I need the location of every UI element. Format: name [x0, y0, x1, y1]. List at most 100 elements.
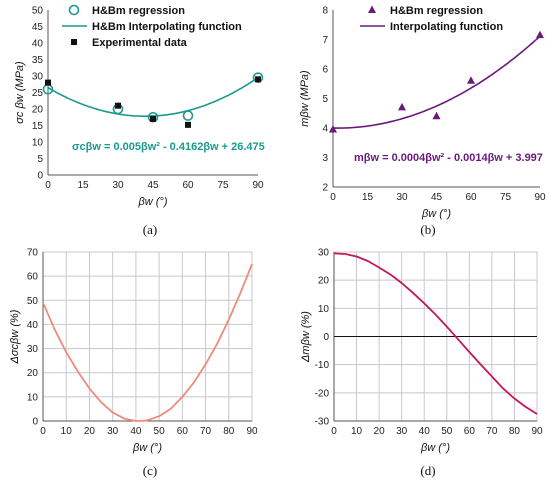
- x-tick-label: 10: [61, 426, 73, 437]
- y-tick-label: -30: [315, 417, 330, 428]
- legend-entry: H&Bm regression: [390, 5, 483, 17]
- series-line: [42, 263, 253, 422]
- x-tick-label: 50: [441, 426, 453, 437]
- x-tick-label: 80: [223, 426, 235, 437]
- x-tick-label: 80: [509, 426, 521, 437]
- y-tick-label: 8: [322, 6, 328, 17]
- data-point: [45, 79, 51, 86]
- x-tick-label: 30: [107, 426, 119, 437]
- y-tick-label: 2: [322, 183, 328, 194]
- x-tick-label: 10: [351, 426, 363, 437]
- y-tick-label: 5: [37, 154, 43, 165]
- x-axis-title: βw (°): [137, 196, 167, 208]
- x-tick-label: 90: [531, 426, 543, 437]
- series-line: [333, 252, 538, 415]
- y-tick-label: 50: [27, 296, 39, 307]
- y-tick-label: 10: [32, 138, 44, 149]
- x-tick-label: 30: [112, 180, 124, 191]
- panel-label: (b): [420, 222, 435, 237]
- legend-entry: H&Bm regression: [92, 5, 185, 17]
- data-point: [536, 30, 544, 39]
- y-tick-label: 3: [322, 153, 328, 164]
- y-tick-label: 20: [32, 105, 44, 116]
- data-point: [150, 115, 156, 122]
- data-point: [398, 102, 406, 111]
- y-axis-title: mβw (MPa): [299, 70, 311, 127]
- x-tick-label: 20: [84, 426, 96, 437]
- y-tick-label: 30: [32, 72, 44, 83]
- y-tick-label: 30: [27, 344, 39, 355]
- x-tick-label: 0: [331, 426, 337, 437]
- y-tick-label: 4: [322, 124, 328, 135]
- data-point: [255, 76, 261, 83]
- data-point: [42, 83, 54, 95]
- y-tick-label: 40: [27, 320, 39, 331]
- data-point: [467, 76, 475, 84]
- x-tick-label: 60: [182, 180, 194, 191]
- x-tick-label: 30: [396, 426, 408, 437]
- x-axis-title: βw (°): [420, 442, 450, 454]
- x-axis-title: βw (°): [132, 442, 162, 454]
- y-tick-label: -10: [315, 360, 330, 371]
- x-tick-label: 90: [252, 180, 264, 191]
- y-tick-label: 6: [322, 65, 328, 76]
- panel-label: (d): [420, 463, 435, 478]
- legend-entry: Experimental data: [92, 37, 188, 49]
- x-tick-label: 0: [330, 192, 336, 203]
- legend-marker: [368, 5, 376, 13]
- legend-entry: Interpolating function: [390, 21, 503, 33]
- x-tick-label: 90: [246, 426, 258, 437]
- equation-label: mβw = 0.0004βw² - 0.0014βw + 3.997: [354, 152, 543, 164]
- x-tick-label: 60: [465, 192, 477, 203]
- legend-marker: [68, 4, 80, 16]
- y-tick-label: 0: [32, 417, 38, 428]
- fit-curve: [333, 35, 541, 129]
- y-tick-label: 50: [32, 6, 44, 17]
- y-tick-label: 45: [32, 22, 44, 33]
- x-axis-title: βw (°): [421, 208, 451, 220]
- x-tick-label: 20: [374, 426, 386, 437]
- x-tick-label: 90: [534, 192, 546, 203]
- y-tick-label: 20: [318, 276, 330, 287]
- x-tick-label: 40: [130, 426, 142, 437]
- data-point: [432, 111, 441, 120]
- legend-marker: [71, 39, 77, 45]
- y-tick-label: 40: [32, 39, 44, 50]
- x-tick-label: 30: [396, 192, 408, 203]
- x-tick-label: 75: [500, 192, 512, 203]
- x-tick-label: 45: [147, 180, 159, 191]
- x-tick-label: 60: [177, 426, 189, 437]
- y-tick-label: 35: [32, 55, 44, 66]
- fit-curve: [47, 76, 259, 117]
- data-point: [115, 102, 121, 109]
- data-point: [329, 124, 337, 133]
- y-axis-title: σc βw (MPa): [14, 61, 26, 124]
- y-tick-label: 10: [27, 392, 39, 403]
- y-tick-label: 70: [27, 248, 39, 259]
- x-tick-label: 0: [40, 426, 46, 437]
- chart-d: 0 10 20 30 40 50 60 70 80 90 -30 -20 -10 0 10 20 30 βw (°…: [300, 248, 543, 479]
- x-tick-label: 50: [154, 426, 166, 437]
- panel-label: (c): [143, 463, 157, 478]
- y-tick-label: 0: [323, 332, 329, 343]
- y-tick-label: 10: [318, 304, 330, 315]
- y-tick-label: -20: [315, 388, 330, 399]
- data-point: [182, 110, 194, 121]
- y-tick-label: 25: [32, 88, 44, 99]
- y-axis-title: Δmβw (%): [300, 311, 312, 363]
- equation-label: σcβw = 0.005βw² - 0.4162βw + 26.475: [72, 141, 265, 153]
- x-tick-label: 40: [419, 426, 431, 437]
- y-axis-title: Δσcβw (%): [9, 309, 21, 364]
- x-tick-label: 60: [464, 426, 476, 437]
- data-point: [185, 121, 191, 128]
- panel-label: (a): [143, 222, 157, 237]
- y-tick-label: 15: [32, 121, 44, 132]
- y-tick-label: 60: [27, 272, 39, 283]
- x-tick-label: 0: [45, 180, 51, 191]
- y-tick-label: 7: [322, 35, 328, 46]
- x-tick-label: 15: [362, 192, 374, 203]
- x-tick-label: 45: [431, 192, 443, 203]
- legend-entry: H&Bm Interpolating function: [92, 21, 242, 33]
